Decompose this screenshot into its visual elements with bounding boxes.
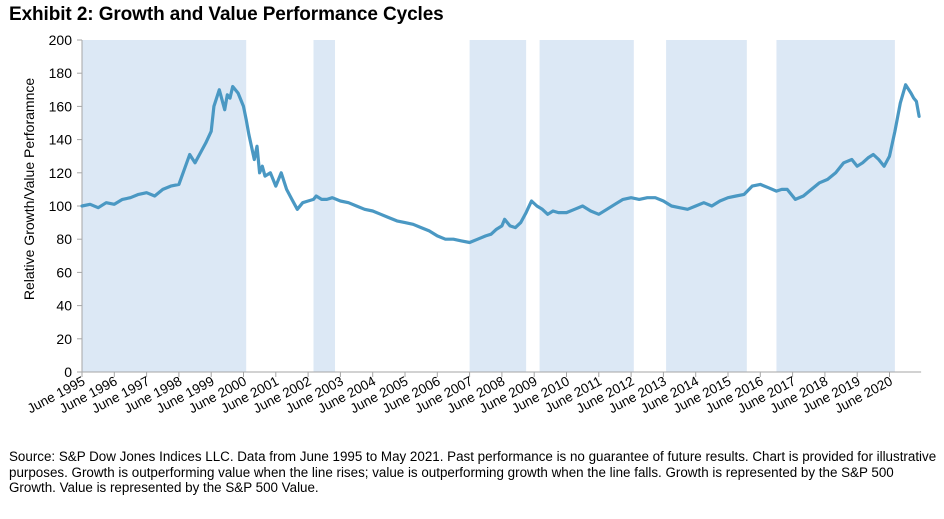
y-tick-label: 180 <box>49 65 73 81</box>
shaded-period <box>539 40 634 372</box>
y-axis: 0 20 40 60 80 100 120 140 160 180 200 <box>49 32 83 380</box>
y-tick-label: 20 <box>56 331 72 347</box>
y-tick-label: 140 <box>49 132 73 148</box>
shaded-periods <box>82 40 895 372</box>
shaded-period <box>313 40 336 372</box>
y-tick-label: 80 <box>56 231 72 247</box>
line-chart: 0 20 40 60 80 100 120 140 160 180 200 June 1995Jun… <box>21 32 922 416</box>
chart-title: Exhibit 2: Growth and Value Performance … <box>9 4 444 25</box>
series-layer <box>80 83 921 245</box>
shaded-period <box>666 40 747 372</box>
y-tick-label: 160 <box>49 98 73 114</box>
shaded-period <box>776 40 895 372</box>
y-tick-label: 120 <box>49 165 73 181</box>
shaded-period <box>82 40 247 372</box>
y-tick-label: 40 <box>56 298 72 314</box>
y-tick-label: 60 <box>56 264 72 280</box>
y-tick-label: 100 <box>49 198 73 214</box>
y-tick-label: 200 <box>49 32 73 48</box>
y-tick-label: 0 <box>64 364 72 380</box>
source-footnote: Source: S&P Dow Jones Indices LLC. Data … <box>9 449 937 495</box>
shaded-period <box>469 40 527 372</box>
y-axis-label: Relative Growth/Value Perforamnce <box>21 78 37 300</box>
series-line <box>80 83 921 245</box>
